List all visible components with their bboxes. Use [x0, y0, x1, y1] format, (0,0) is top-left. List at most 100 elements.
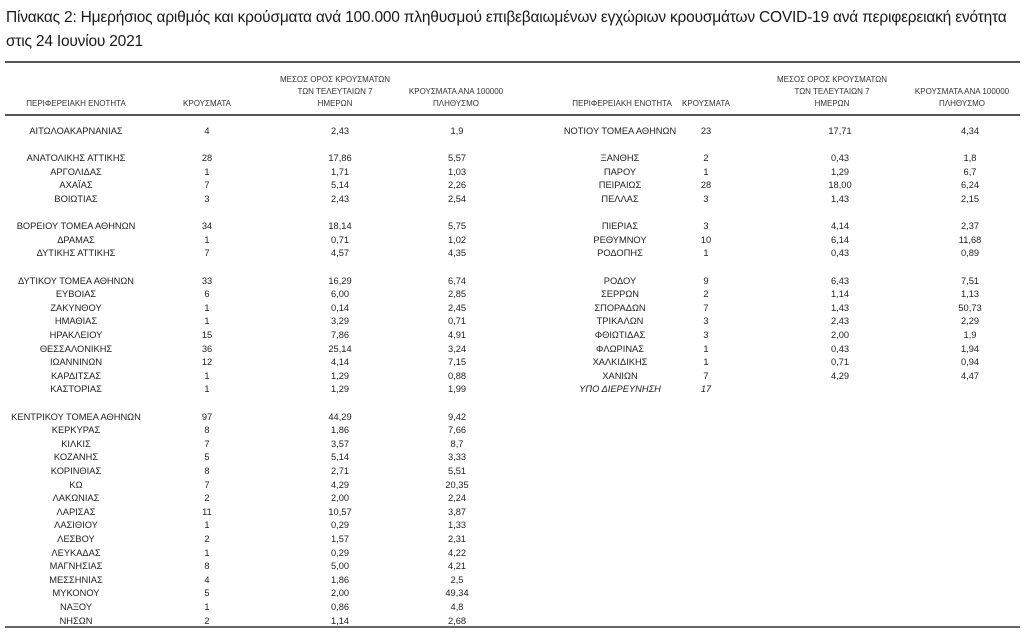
table-cell-region-name: ΛΕΥΚΑΔΑΣ [51, 547, 101, 558]
table-cell-per100k: 7,66 [447, 425, 467, 436]
table-cell-per100k: 20,35 [445, 479, 469, 490]
table-cell-avg7: 1,29 [330, 370, 350, 381]
table-cell-cases: 1 [703, 357, 709, 368]
table-cell-per100k: 4,21 [447, 561, 467, 572]
table-cell-per100k: 11,68 [958, 234, 982, 245]
table-cell-avg7: 4,14 [330, 357, 350, 368]
table-cell-cases: 2 [204, 534, 210, 544]
table-cell-cases: 6 [204, 289, 210, 300]
table-cell-cases: 3 [204, 194, 210, 204]
table-cell-avg7: 3,29 [330, 316, 350, 327]
table-cell-cases: 4 [204, 574, 210, 585]
header-avg7-right-2: ΤΩΝ ΤΕΛΕΥΤΑΙΩΝ 7 [794, 87, 870, 96]
table-cell-region-name: ΛΕΣΒΟΥ [57, 534, 95, 544]
table-cell-cases: 33 [201, 275, 213, 286]
table-cell-region-name: ΘΕΣΣΑΛΟΝΙΚΗΣ [39, 343, 113, 354]
table-cell-avg7: 2,00 [330, 588, 350, 599]
top-rule [5, 61, 1020, 63]
table-cell-per100k: 4,47 [960, 370, 980, 381]
header-avg7-left-2: ΤΩΝ ΤΕΛΕΥΤΑΙΩΝ 7 [297, 87, 373, 96]
table-cell-avg7: 0,86 [330, 602, 350, 612]
table-cell-region-name: ΣΕΡΡΩΝ [600, 289, 640, 300]
table-cell-cases: 36 [201, 343, 213, 354]
table-cell-per100k: 0,94 [960, 357, 980, 368]
table-cell-region-name: ΚΩ [69, 479, 83, 490]
header-per100k-left-1: ΚΡΟΥΣΜΑΤΑ ΑΝΑ 100000 [408, 87, 504, 96]
table-cell-per100k: 2,68 [447, 615, 467, 626]
table-cell-region-name: ΔΡΑΜΑΣ [57, 234, 95, 245]
table-cell-region-name: ΛΑΣΙΘΙΟΥ [54, 520, 98, 531]
table-cell-per100k: 6,24 [960, 180, 980, 191]
table-cell-avg7: 0,71 [830, 357, 850, 368]
table-cell-per100k: 5,75 [447, 221, 467, 232]
table-cell-cases: 1 [204, 384, 210, 395]
table-cell-region-name: ΚΟΖΑΝΗΣ [53, 452, 99, 463]
table-cell-cases: 7 [204, 479, 210, 490]
table-cell-per100k: 2,5 [450, 574, 464, 585]
table-cell-per100k: 6,7 [963, 166, 977, 177]
table-cell-cases: 1 [204, 302, 210, 313]
table-cell-per100k: 2,37 [960, 221, 980, 232]
table-cell-region-name: ΜΥΚΟΝΟΥ [52, 588, 100, 599]
header-cases-left: ΚΡΟΥΣΜΑΤΑ [183, 99, 231, 108]
table-cell-avg7: 2,43 [830, 316, 850, 327]
table-cell-cases: 34 [201, 221, 213, 232]
table-cell-avg7: 1,86 [330, 425, 350, 436]
table-cell-region-name: ΠΑΡΟΥ [603, 166, 637, 177]
table-cell-per100k: 1,03 [447, 166, 467, 177]
table-cell-avg7: 10,57 [328, 506, 352, 517]
table-cell-region-name: ΞΑΝΘΗΣ [600, 153, 640, 164]
table-cell-avg7: 0,29 [330, 520, 350, 531]
table-cell-region-name: ΖΑΚΥΝΘΟΥ [50, 302, 102, 313]
table-cell-per100k: 3,87 [447, 506, 467, 517]
table-cell-per100k: 1,13 [960, 289, 980, 300]
table-cell-cases: 97 [201, 411, 213, 422]
table-cell-per100k: 1,02 [447, 234, 467, 245]
table-title: Πίνακας 2: Ημερήσιος αριθμός και κρούσμα… [6, 9, 1007, 50]
table-cell-region-name: ΜΕΣΣΗΝΙΑΣ [49, 574, 103, 585]
table-cell-per100k: 50,73 [958, 302, 982, 313]
table-cell-per100k: 7,15 [447, 357, 467, 368]
table-cell-cases: 2 [204, 493, 210, 504]
table-cell-avg7: 4,14 [830, 221, 850, 232]
table-cell-cases: 23 [700, 126, 712, 136]
table-cell-region-name: ΙΩΑΝΝΙΝΩΝ [49, 357, 103, 368]
table-cell-avg7: 2,00 [330, 493, 350, 504]
table-cell-region-name: ΑΝΑΤΟΛΙΚΗΣ ΑΤΤΙΚΗΣ [26, 153, 126, 164]
table-cell-per100k: 2,31 [447, 534, 467, 544]
table-cell-region-name: ΝΗΣΩΝ [59, 615, 93, 626]
table-cell-cases: 7 [204, 180, 210, 191]
table-cell-region-name: ΦΛΩΡΙΝΑΣ [595, 343, 645, 354]
table-cell-region-name: ΠΙΕΡΙΑΣ [601, 221, 639, 232]
table-cell-cases: 1 [703, 343, 709, 354]
table-cell-cases: 5 [204, 588, 210, 599]
table-cell-region-name: ΝΑΞΟΥ [59, 602, 93, 612]
table-cell-per100k: 1,94 [960, 343, 980, 354]
table-cell-avg7: 1,86 [330, 574, 350, 585]
table-cell-cases: 3 [703, 221, 709, 232]
table-cell-avg7: 2,00 [830, 330, 850, 340]
header-rule [5, 114, 1020, 116]
table-cell-region-name: ΤΡΙΚΑΛΩΝ [596, 316, 644, 327]
table-cell-per100k: 3,33 [447, 452, 467, 463]
table-cell-cases: 7 [204, 248, 210, 259]
table-cell-avg7: 18,00 [828, 180, 852, 191]
table-cell-avg7: 1,29 [830, 166, 850, 177]
table-cell-region-name: ΑΡΓΟΛΙΔΑΣ [50, 166, 102, 177]
table-cell-avg7: 0,29 [330, 547, 350, 558]
table-cell-region-name: ΔΥΤΙΚΗΣ ΑΤΤΙΚΗΣ [36, 248, 116, 259]
table-cell-cases: 2 [204, 615, 210, 626]
table-cell-per100k: 7,51 [960, 275, 980, 286]
table-cell-avg7: 1,14 [330, 615, 350, 626]
table-cell-region-name: ΛΑΡΙΣΑΣ [56, 506, 96, 517]
table-cell-cases: 1 [204, 547, 210, 558]
table-cell-per100k: 6,74 [447, 275, 467, 286]
table-cell-region-name: ΦΘΙΩΤΙΔΑΣ [594, 330, 646, 340]
table-cell-region-name: ΥΠΟ ΔΙΕΡΕΥΝΗΣΗ [579, 384, 661, 395]
header-per100k-right-1: ΚΡΟΥΣΜΑΤΑ ΑΝΑ 100000 [914, 87, 1010, 96]
table-cell-cases: 4 [204, 126, 210, 136]
table-cell-per100k: 49,34 [445, 588, 469, 599]
table-cell-avg7: 0,14 [330, 302, 350, 313]
table-cell-avg7: 2,71 [330, 466, 350, 476]
table-cell-per100k: 0,89 [960, 248, 980, 259]
